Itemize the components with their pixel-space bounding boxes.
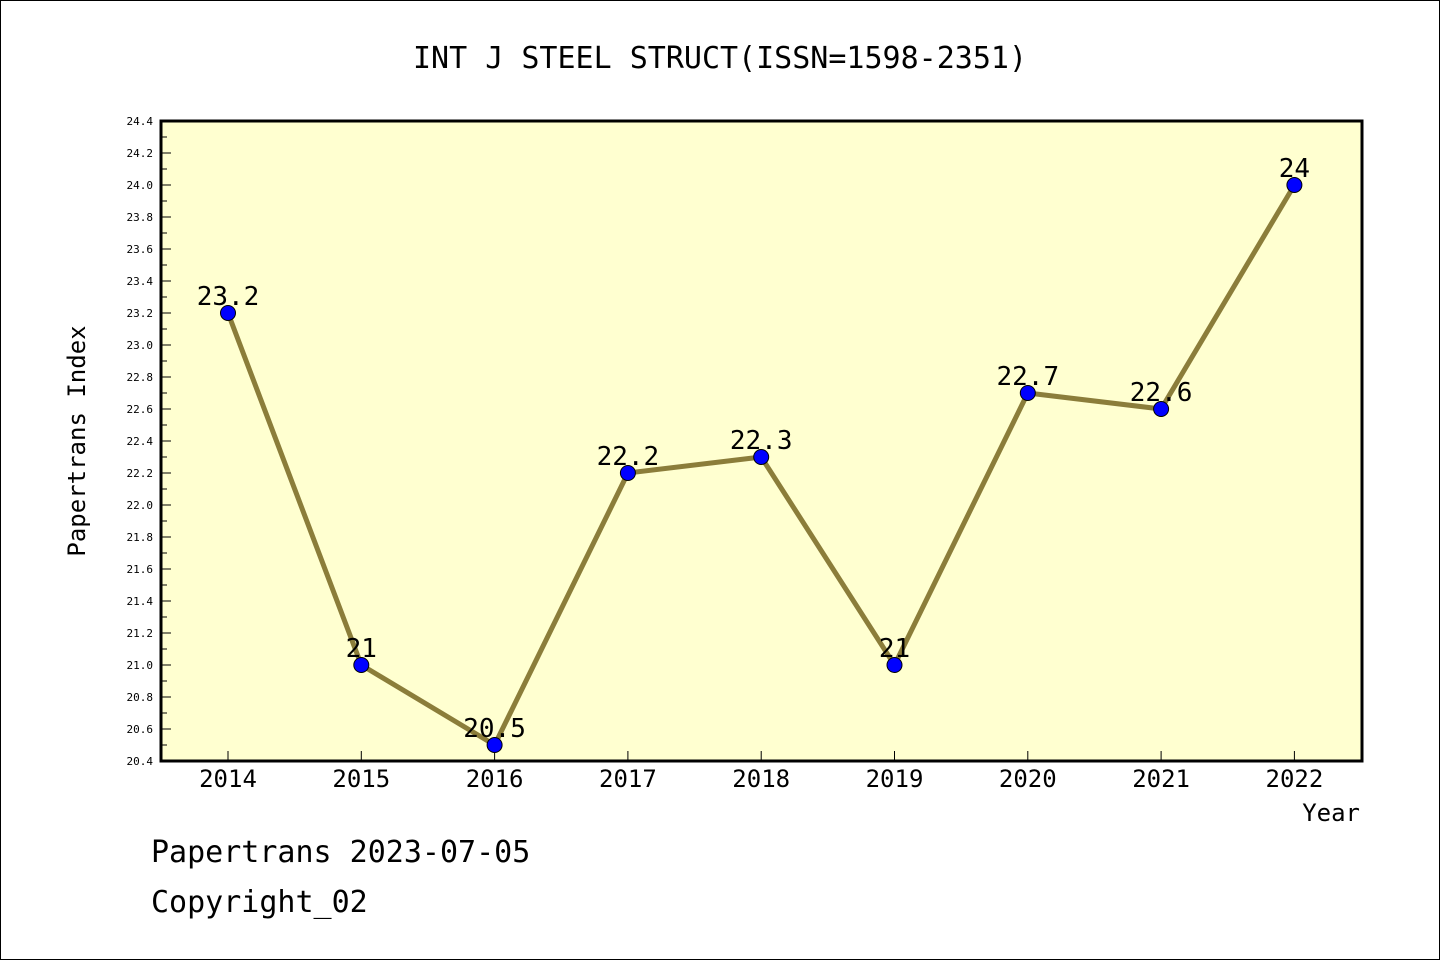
data-point [886, 657, 903, 673]
data-label: 21 [346, 634, 377, 664]
data-label: 22.3 [730, 426, 793, 456]
data-point [1153, 401, 1170, 417]
data-label: 24 [1279, 154, 1310, 184]
x-tick-label: 2021 [1132, 765, 1190, 793]
y-tick-label: 21.0 [127, 659, 154, 672]
y-tick-label: 20.6 [127, 723, 154, 736]
x-tick-label: 2015 [332, 765, 390, 793]
y-tick-label: 24.2 [127, 147, 154, 160]
data-label: 22.7 [996, 362, 1059, 392]
x-tick-label: 2016 [466, 765, 524, 793]
y-tick-label: 24.0 [127, 179, 154, 192]
series-group: 23.2 21 20.5 22.2 22.3 21 22.7 22.6 24 [197, 154, 1310, 753]
x-axis: 2014 2015 2016 2017 2018 2019 2020 2021 2022 [199, 751, 1323, 793]
x-tick-label: 2020 [999, 765, 1057, 793]
y-tick-label: 22.6 [127, 403, 154, 416]
y-tick-label: 22.0 [127, 499, 154, 512]
data-point [353, 657, 370, 673]
y-tick-label: 22.4 [127, 435, 154, 448]
y-tick-label: 23.4 [127, 275, 154, 288]
x-tick-label: 2022 [1266, 765, 1324, 793]
y-tick-label: 22.2 [127, 467, 154, 480]
y-tick-label: 21.8 [127, 531, 154, 544]
data-point [619, 465, 636, 481]
chart-title: INT J STEEL STRUCT(ISSN=1598-2351) [413, 41, 1027, 76]
footer-date: Papertrans 2023-07-05 [151, 835, 531, 870]
data-point [1019, 385, 1036, 401]
y-tick-label: 22.8 [127, 371, 154, 384]
y-tick-label: 23.8 [127, 211, 154, 224]
data-point [220, 305, 236, 321]
x-tick-label: 2018 [732, 765, 790, 793]
data-point [753, 449, 770, 465]
footer-copyright: Copyright_02 [151, 885, 368, 920]
y-axis: 20.4 20.6 20.8 21.0 21.2 21.4 21.6 21.8 22.0 22.2… [127, 115, 171, 768]
x-tick-label: 2017 [599, 765, 657, 793]
y-tick-label: 21.6 [127, 563, 154, 576]
y-tick-label: 23.2 [127, 307, 154, 320]
data-label: 22.2 [597, 442, 660, 472]
y-tick-label: 23.0 [127, 339, 154, 352]
data-label: 20.5 [463, 714, 526, 744]
y-tick-label: 23.6 [127, 243, 154, 256]
data-point [1286, 177, 1303, 193]
data-label: 21 [879, 634, 910, 664]
plot-border [159, 119, 1364, 763]
x-tick-label: 2019 [866, 765, 924, 793]
y-tick-label: 20.4 [127, 755, 154, 768]
plot-area [161, 121, 1362, 761]
y-tick-label: 20.8 [127, 691, 154, 704]
data-point [486, 737, 503, 753]
y-tick-label: 24.4 [127, 115, 154, 128]
y-axis-label: Papertrans Index [63, 325, 91, 556]
x-tick-label: 2014 [199, 765, 257, 793]
y-tick-label: 21.4 [127, 595, 154, 608]
x-axis-label: Year [1302, 799, 1360, 827]
y-tick-label: 21.2 [127, 627, 154, 640]
data-label: 22.6 [1130, 378, 1193, 408]
data-label: 23.2 [197, 282, 260, 312]
